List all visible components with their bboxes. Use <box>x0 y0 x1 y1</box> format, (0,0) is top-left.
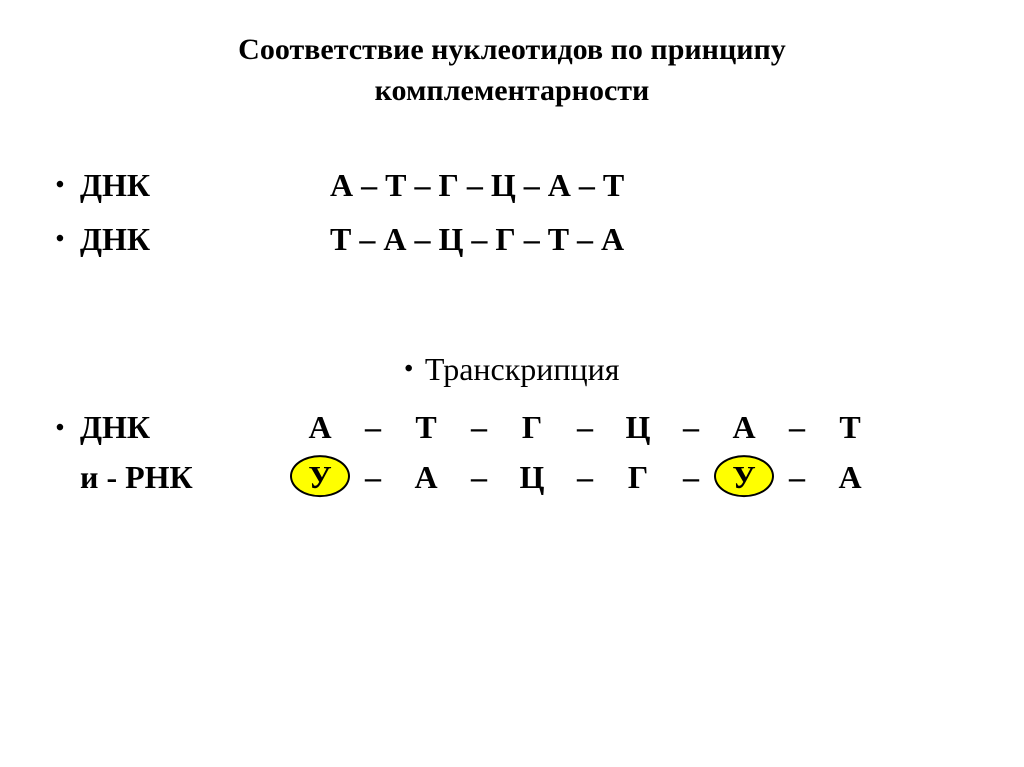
nucleotide-cell: А <box>290 403 350 453</box>
nucleotide-letter: У <box>732 459 755 495</box>
slide: Соответствие нуклеотидов по принципу ком… <box>0 0 1024 767</box>
nucleotide-cell: А <box>820 453 880 503</box>
nucleotide-letter: У <box>308 459 331 495</box>
nucleotide-cell: Г <box>502 403 562 453</box>
title-line-2: комплементарности <box>375 74 650 107</box>
nucleotide-cell: У <box>290 453 350 503</box>
nucleotide-cell: Г <box>608 453 668 503</box>
nucleotide-cell: А <box>714 403 774 453</box>
highlighted-nucleotide: У <box>308 453 331 503</box>
transcription-block: • ДНК А–Т–Г–Ц–А–Т • и - РНК У–А–Ц–Г–У–А <box>40 403 984 502</box>
sequence-dash: – <box>456 403 502 453</box>
transcription-rna-label: и - РНК <box>80 453 290 503</box>
row-transcription-block: • ДНК А–Т–Г–Ц–А–Т • и - РНК У–А–Ц–Г–У–А <box>40 403 984 502</box>
row-dna-1: • ДНК А – Т – Г – Ц – А – Т <box>40 161 984 209</box>
highlighted-nucleotide: У <box>732 453 755 503</box>
content-list: • ДНК А – Т – Г – Ц – А – Т • ДНК Т – А … <box>40 161 984 502</box>
sequence-dash: – <box>350 453 396 503</box>
row-2-label: ДНК <box>80 215 330 263</box>
row-dna-2: • ДНК Т – А – Ц – Г – Т – А <box>40 215 984 263</box>
sequence-dash: – <box>774 453 820 503</box>
sequence-dash: – <box>350 403 396 453</box>
bullet-icon: • <box>40 404 80 452</box>
row-1-label: ДНК <box>80 161 330 209</box>
sequence-dash: – <box>456 453 502 503</box>
transcription-dna-label: ДНК <box>80 403 290 453</box>
sequence-dash: – <box>774 403 820 453</box>
transcription-rna-row: • и - РНК У–А–Ц–Г–У–А <box>40 453 984 503</box>
sequence-dash: – <box>668 453 714 503</box>
nucleotide-cell: У <box>714 453 774 503</box>
slide-title: Соответствие нуклеотидов по принципу ком… <box>40 30 984 111</box>
transcription-dna-sequence: А–Т–Г–Ц–А–Т <box>290 403 880 453</box>
nucleotide-cell: А <box>396 453 456 503</box>
nucleotide-cell: Ц <box>502 453 562 503</box>
nucleotide-cell: Т <box>820 403 880 453</box>
sequence-dash: – <box>562 453 608 503</box>
transcription-rna-sequence: У–А–Ц–Г–У–А <box>290 453 880 503</box>
transcription-heading: Транскрипция <box>425 345 620 393</box>
spacer <box>40 269 984 339</box>
bullet-icon: • <box>404 345 412 393</box>
row-2-sequence: Т – А – Ц – Г – Т – А <box>330 215 984 263</box>
title-line-1: Соответствие нуклеотидов по принципу <box>238 33 786 66</box>
sequence-dash: – <box>562 403 608 453</box>
nucleotide-cell: Ц <box>608 403 668 453</box>
nucleotide-cell: Т <box>396 403 456 453</box>
bullet-icon: • <box>40 215 80 263</box>
sequence-dash: – <box>668 403 714 453</box>
row-transcription-heading: • Транскрипция <box>40 345 984 393</box>
transcription-dna-row: • ДНК А–Т–Г–Ц–А–Т <box>40 403 984 453</box>
row-1-sequence: А – Т – Г – Ц – А – Т <box>330 161 984 209</box>
bullet-icon: • <box>40 161 80 209</box>
